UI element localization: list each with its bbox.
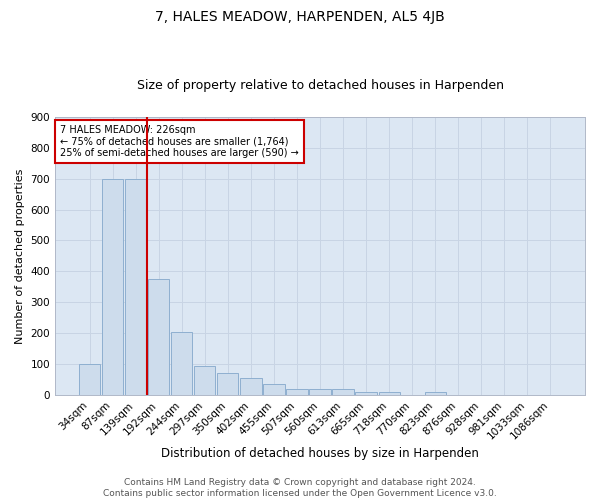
- Text: 7, HALES MEADOW, HARPENDEN, AL5 4JB: 7, HALES MEADOW, HARPENDEN, AL5 4JB: [155, 10, 445, 24]
- Bar: [355, 392, 377, 395]
- Bar: [379, 392, 400, 395]
- Bar: [332, 389, 353, 395]
- Bar: [425, 392, 446, 395]
- Bar: [194, 366, 215, 395]
- Bar: [79, 364, 100, 395]
- Bar: [241, 378, 262, 395]
- Bar: [102, 178, 124, 395]
- Bar: [171, 332, 193, 395]
- Y-axis label: Number of detached properties: Number of detached properties: [15, 168, 25, 344]
- Bar: [286, 389, 308, 395]
- Bar: [125, 178, 146, 395]
- X-axis label: Distribution of detached houses by size in Harpenden: Distribution of detached houses by size …: [161, 447, 479, 460]
- Bar: [263, 384, 284, 395]
- Text: Contains HM Land Registry data © Crown copyright and database right 2024.
Contai: Contains HM Land Registry data © Crown c…: [103, 478, 497, 498]
- Bar: [310, 389, 331, 395]
- Bar: [148, 279, 169, 395]
- Bar: [217, 373, 238, 395]
- Text: 7 HALES MEADOW: 226sqm
← 75% of detached houses are smaller (1,764)
25% of semi-: 7 HALES MEADOW: 226sqm ← 75% of detached…: [61, 125, 299, 158]
- Title: Size of property relative to detached houses in Harpenden: Size of property relative to detached ho…: [137, 79, 503, 92]
